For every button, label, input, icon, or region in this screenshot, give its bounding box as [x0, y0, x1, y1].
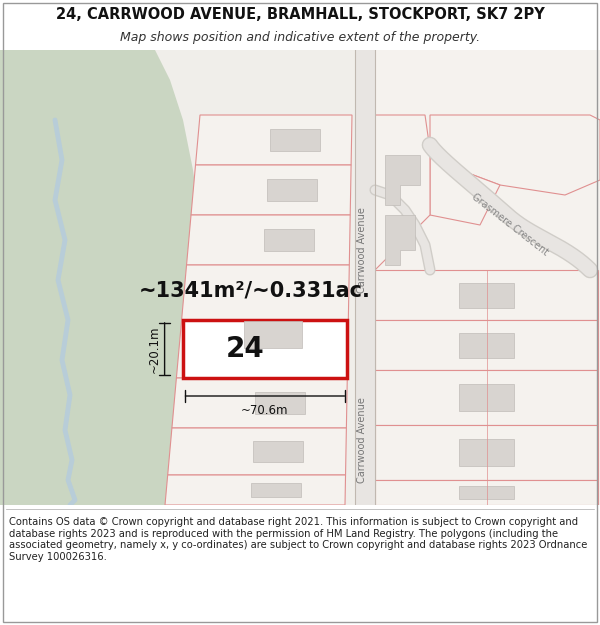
Text: Carrwood Avenue: Carrwood Avenue [357, 397, 367, 483]
Bar [267, 179, 317, 201]
Polygon shape [191, 165, 351, 215]
Bar [264, 229, 314, 251]
Bar [355, 50, 375, 505]
Polygon shape [430, 115, 600, 195]
Bar [182, 320, 347, 378]
Text: ~20.1m: ~20.1m [148, 325, 161, 372]
Polygon shape [375, 480, 598, 505]
Bar [459, 439, 514, 466]
Polygon shape [375, 425, 598, 480]
Polygon shape [176, 320, 349, 378]
Bar [251, 483, 301, 497]
Bar [259, 336, 308, 362]
Bar [459, 384, 514, 411]
Bar [459, 332, 514, 357]
Polygon shape [430, 150, 500, 225]
Bar [256, 392, 305, 414]
Text: 24, CARRWOOD AVENUE, BRAMHALL, STOCKPORT, SK7 2PY: 24, CARRWOOD AVENUE, BRAMHALL, STOCKPORT… [56, 6, 544, 21]
Polygon shape [167, 428, 346, 475]
Text: ~1341m²/~0.331ac.: ~1341m²/~0.331ac. [139, 280, 371, 300]
Bar [375, 50, 600, 505]
Text: Grasmere Crescent: Grasmere Crescent [470, 192, 550, 258]
Polygon shape [375, 270, 598, 320]
Polygon shape [182, 265, 349, 320]
Text: Contains OS data © Crown copyright and database right 2021. This information is : Contains OS data © Crown copyright and d… [9, 517, 587, 562]
Polygon shape [165, 475, 346, 505]
Polygon shape [0, 50, 205, 505]
Polygon shape [172, 378, 347, 428]
Polygon shape [196, 115, 352, 165]
Polygon shape [385, 155, 420, 205]
Polygon shape [385, 215, 415, 265]
Polygon shape [375, 370, 598, 425]
Text: Map shows position and indicative extent of the property.: Map shows position and indicative extent… [120, 31, 480, 44]
Bar [244, 321, 302, 348]
Text: 24: 24 [226, 335, 265, 363]
Text: ~70.6m: ~70.6m [241, 404, 289, 417]
Bar [269, 129, 320, 151]
Bar [459, 282, 514, 308]
Bar [459, 486, 514, 499]
Polygon shape [187, 215, 350, 265]
Text: Carrwood Avenue: Carrwood Avenue [357, 207, 367, 293]
Polygon shape [375, 320, 598, 370]
Polygon shape [375, 115, 430, 270]
Bar [253, 441, 303, 462]
